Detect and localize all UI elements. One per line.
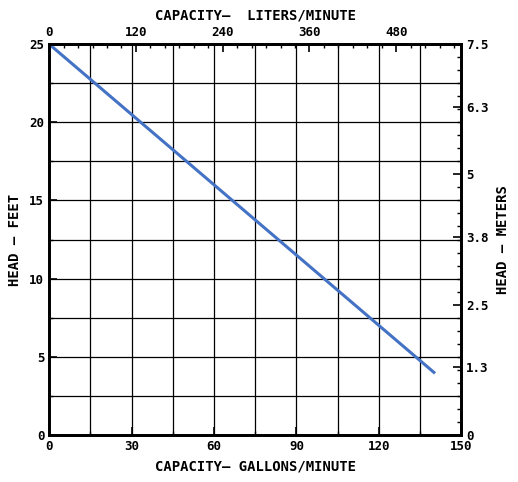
Y-axis label: HEAD – METERS: HEAD – METERS [496, 185, 510, 294]
X-axis label: CAPACITY– GALLONS/MINUTE: CAPACITY– GALLONS/MINUTE [155, 460, 356, 474]
Y-axis label: HEAD – FEET: HEAD – FEET [8, 193, 22, 285]
X-axis label: CAPACITY–  LITERS/MINUTE: CAPACITY– LITERS/MINUTE [155, 8, 356, 22]
